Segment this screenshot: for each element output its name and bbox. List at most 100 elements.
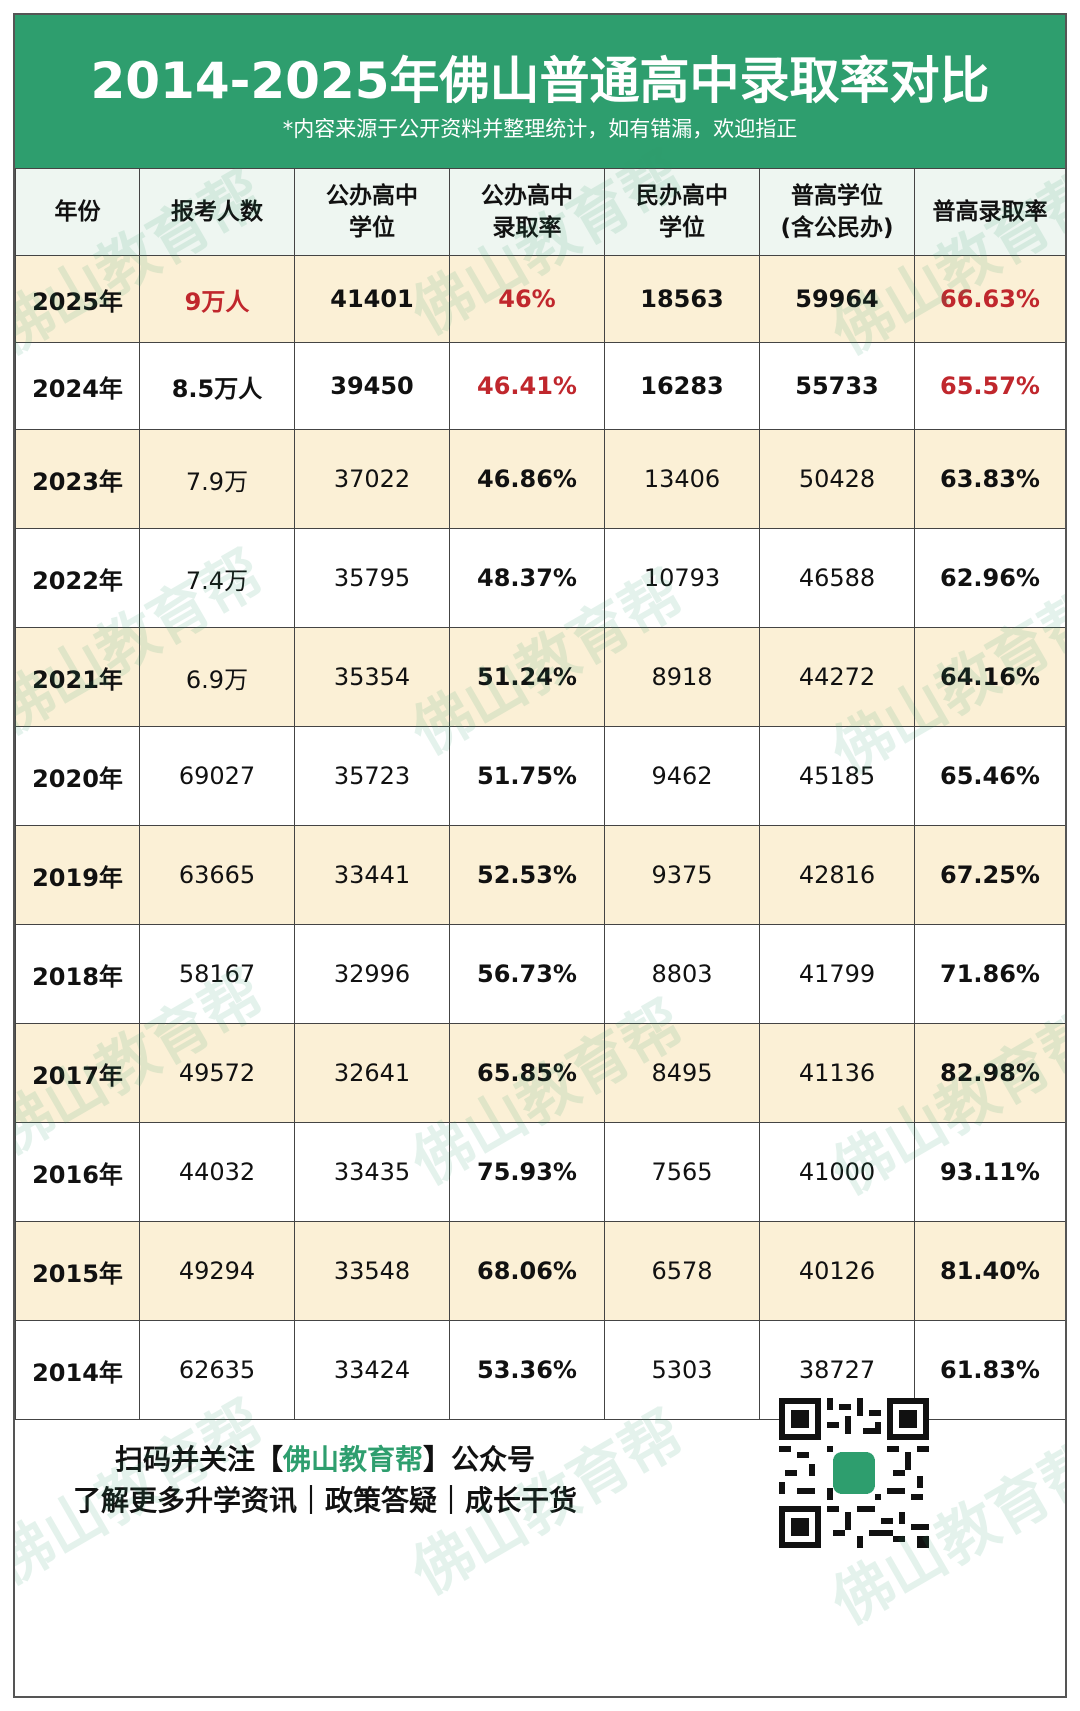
cell-total-seats: 42816 <box>759 825 915 925</box>
cell-applicants: 44032 <box>139 1122 295 1222</box>
cell-public-rate: 75.93% <box>449 1122 605 1222</box>
cell-private-seats: 9462 <box>604 726 760 826</box>
cell-total-rate: 81.40% <box>914 1221 1065 1321</box>
cell-public-rate: 51.75% <box>449 726 605 826</box>
table-row: 2018年 58167 32996 56.73% 8803 41799 71.86% <box>15 924 1065 1024</box>
cell-applicants: 49294 <box>139 1221 295 1321</box>
cell-public-rate: 46.41% <box>449 342 605 430</box>
cell-total-rate: 93.11% <box>914 1122 1065 1222</box>
cell-total-rate: 66.63% <box>914 255 1065 343</box>
cell-public-seats: 33424 <box>294 1320 450 1420</box>
cell-applicants: 63665 <box>139 825 295 925</box>
col-header-private-seats: 民办高中 学位 <box>604 168 760 256</box>
table-body: 2025年 9万人 41401 46% 18563 59964 66.63% 2024年 8.5… <box>15 255 1065 1420</box>
cell-private-seats: 6578 <box>604 1221 760 1321</box>
cell-private-seats: 9375 <box>604 825 760 925</box>
cell-public-rate: 46.86% <box>449 429 605 529</box>
cell-total-seats: 55733 <box>759 342 915 430</box>
footer-suffix: 】公众号 <box>423 1443 536 1476</box>
qr-code-image <box>779 1398 929 1548</box>
source-note: *内容来源于公开资料并整理统计，如有错漏，欢迎指正 <box>282 117 798 141</box>
cell-total-seats: 40126 <box>759 1221 915 1321</box>
cell-public-seats: 32641 <box>294 1023 450 1123</box>
cell-public-seats: 35795 <box>294 528 450 628</box>
cell-applicants: 8.5万人 <box>139 342 295 430</box>
col-header-applicants: 报考人数 <box>139 168 295 256</box>
cell-year: 2023年 <box>15 429 140 529</box>
cell-private-seats: 8803 <box>604 924 760 1024</box>
cell-total-seats: 45185 <box>759 726 915 826</box>
cell-total-seats: 41136 <box>759 1023 915 1123</box>
cell-year: 2015年 <box>15 1221 140 1321</box>
cell-private-seats: 7565 <box>604 1122 760 1222</box>
col-header-total-rate: 普高录取率 <box>914 168 1065 256</box>
cell-total-rate: 67.25% <box>914 825 1065 925</box>
footer: 扫码并关注【佛山教育帮】公众号 了解更多升学资讯｜政策答疑｜成长干货 <box>15 1333 1065 1696</box>
cell-year: 2017年 <box>15 1023 140 1123</box>
cell-year: 2014年 <box>15 1320 140 1420</box>
cell-total-rate: 82.98% <box>914 1023 1065 1123</box>
cell-total-seats: 50428 <box>759 429 915 529</box>
cell-public-rate: 53.36% <box>449 1320 605 1420</box>
table-row: 2015年 49294 33548 68.06% 6578 40126 81.40% <box>15 1221 1065 1321</box>
cell-applicants: 9万人 <box>139 255 295 343</box>
cell-public-seats: 35723 <box>294 726 450 826</box>
table-row: 2017年 49572 32641 65.85% 8495 41136 82.98% <box>15 1023 1065 1123</box>
cell-public-seats: 32996 <box>294 924 450 1024</box>
cell-public-rate: 65.85% <box>449 1023 605 1123</box>
cell-total-seats: 41799 <box>759 924 915 1024</box>
admission-rate-table: 年份 报考人数 公办高中 学位 公办高中 录取率 民办高中 学位 普高学位 (含公民办)… <box>15 168 1065 1420</box>
cell-public-seats: 33441 <box>294 825 450 925</box>
col-header-public-seats: 公办高中 学位 <box>294 168 450 256</box>
table-row: 2019年 63665 33441 52.53% 9375 42816 67.25% <box>15 825 1065 925</box>
col-header-year: 年份 <box>15 168 140 256</box>
cell-public-seats: 37022 <box>294 429 450 529</box>
table-row: 2020年 69027 35723 51.75% 9462 45185 65.46% <box>15 726 1065 826</box>
cell-year: 2019年 <box>15 825 140 925</box>
table-row: 2016年 44032 33435 75.93% 7565 41000 93.11% <box>15 1122 1065 1222</box>
cell-total-seats: 44272 <box>759 627 915 727</box>
table-row: 2023年 7.9万 37022 46.86% 13406 50428 63.83% <box>15 429 1065 529</box>
cell-private-seats: 13406 <box>604 429 760 529</box>
cell-public-seats: 33548 <box>294 1221 450 1321</box>
cell-private-seats: 18563 <box>604 255 760 343</box>
cell-applicants: 49572 <box>139 1023 295 1123</box>
col-header-public-rate: 公办高中 录取率 <box>449 168 605 256</box>
cell-year: 2025年 <box>15 255 140 343</box>
cell-public-rate: 52.53% <box>449 825 605 925</box>
cell-public-rate: 56.73% <box>449 924 605 1024</box>
cell-public-seats: 33435 <box>294 1122 450 1222</box>
cell-applicants: 7.9万 <box>139 429 295 529</box>
col-header-total-seats: 普高学位 (含公民办) <box>759 168 915 256</box>
cell-year: 2024年 <box>15 342 140 430</box>
cell-private-seats: 10793 <box>604 528 760 628</box>
cell-total-rate: 71.86% <box>914 924 1065 1024</box>
cell-year: 2018年 <box>15 924 140 1024</box>
footer-brand-name: 佛山教育帮 <box>282 1443 423 1476</box>
cell-applicants: 7.4万 <box>139 528 295 628</box>
table-row: 2021年 6.9万 35354 51.24% 8918 44272 64.16% <box>15 627 1065 727</box>
cell-public-seats: 41401 <box>294 255 450 343</box>
cell-total-rate: 64.16% <box>914 627 1065 727</box>
cell-year: 2022年 <box>15 528 140 628</box>
cell-private-seats: 8495 <box>604 1023 760 1123</box>
page-title: 2014-2025年佛山普通高中录取率对比 <box>90 52 990 110</box>
cell-private-seats: 5303 <box>604 1320 760 1420</box>
table-row: 2025年 9万人 41401 46% 18563 59964 66.63% <box>15 255 1065 343</box>
infographic-card: 2014-2025年佛山普通高中录取率对比 *内容来源于公开资料并整理统计，如有… <box>13 13 1067 1698</box>
table-header-row: 年份 报考人数 公办高中 学位 公办高中 录取率 民办高中 学位 普高学位 (含公民办)… <box>15 168 1065 256</box>
cell-private-seats: 16283 <box>604 342 760 430</box>
cell-total-rate: 61.83% <box>914 1320 1065 1420</box>
cell-applicants: 6.9万 <box>139 627 295 727</box>
cell-public-rate: 48.37% <box>449 528 605 628</box>
cell-total-rate: 65.46% <box>914 726 1065 826</box>
cell-year: 2020年 <box>15 726 140 826</box>
footer-tagline: 了解更多升学资讯｜政策答疑｜成长干货 <box>72 1484 577 1517</box>
cell-total-rate: 63.83% <box>914 429 1065 529</box>
cell-public-seats: 35354 <box>294 627 450 727</box>
cell-total-seats: 46588 <box>759 528 915 628</box>
cell-year: 2021年 <box>15 627 140 727</box>
footer-prefix: 扫码并关注【 <box>114 1443 283 1476</box>
title-banner: 2014-2025年佛山普通高中录取率对比 *内容来源于公开资料并整理统计，如有… <box>15 15 1065 168</box>
cell-applicants: 58167 <box>139 924 295 1024</box>
